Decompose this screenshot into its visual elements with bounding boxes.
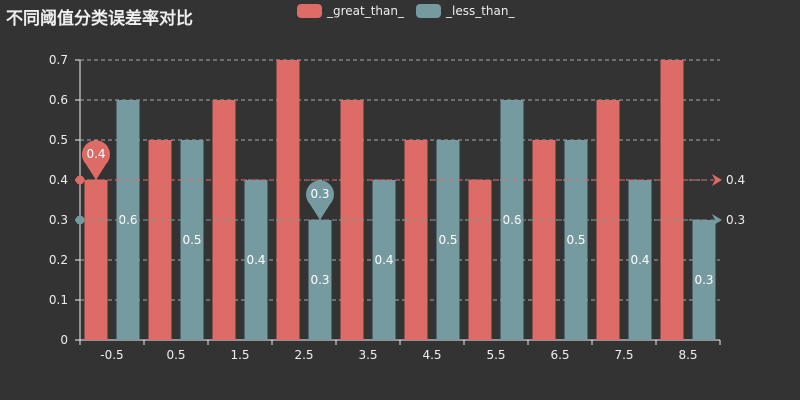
x-tick-label: 4.5 xyxy=(422,348,441,362)
mark-point-pin xyxy=(306,180,334,220)
mark-line-start-dot xyxy=(75,175,85,185)
mark-line-start-dot xyxy=(75,215,85,225)
x-tick-label: 1.5 xyxy=(230,348,249,362)
bar-value-label: 0.3 xyxy=(694,273,713,287)
bar-less-than xyxy=(308,220,332,340)
x-tick-label: 0.5 xyxy=(166,348,185,362)
mark-line-arrow xyxy=(712,214,722,226)
y-tick-label: 0 xyxy=(60,333,68,347)
bar-value-label: 0.5 xyxy=(566,233,585,247)
legend-swatch-less-than xyxy=(416,4,441,18)
bar-great-than xyxy=(596,100,620,340)
x-tick-label: 5.5 xyxy=(486,348,505,362)
y-tick-label: 0.1 xyxy=(49,293,68,307)
bar-less-than xyxy=(116,100,140,340)
y-tick-label: 0.7 xyxy=(49,53,68,67)
mark-line-label: 0.4 xyxy=(726,173,745,187)
mark-line-label: 0.3 xyxy=(726,213,745,227)
mark-point-label: 0.3 xyxy=(310,187,329,201)
legend-label-less-than: _less_than_ xyxy=(446,4,515,18)
bar-value-label: 0.3 xyxy=(310,273,329,287)
bar-great-than xyxy=(532,140,556,340)
bar-less-than xyxy=(180,140,204,340)
bar-value-label: 0.4 xyxy=(630,253,649,267)
bar-less-than xyxy=(372,180,396,340)
legend-item-less-than[interactable]: _less_than_ xyxy=(416,4,515,18)
bar-great-than xyxy=(276,60,300,340)
legend-label-great-than: _great_than_ xyxy=(327,4,404,18)
bar-less-than xyxy=(692,220,716,340)
bar-great-than xyxy=(212,100,236,340)
y-tick-label: 0.2 xyxy=(49,253,68,267)
bar-great-than xyxy=(660,60,684,340)
x-tick-label: 8.5 xyxy=(678,348,697,362)
mark-point-label: 0.4 xyxy=(86,147,105,161)
mark-point-pin xyxy=(82,140,110,180)
bar-great-than xyxy=(84,180,108,340)
bar-value-label: 0.4 xyxy=(374,253,393,267)
bar-less-than xyxy=(628,180,652,340)
bar-less-than xyxy=(564,140,588,340)
bar-value-label: 0.5 xyxy=(438,233,457,247)
bar-less-than xyxy=(436,140,460,340)
bar-great-than xyxy=(468,180,492,340)
bar-value-label: 0.6 xyxy=(118,213,137,227)
y-tick-label: 0.3 xyxy=(49,213,68,227)
mark-line-arrow xyxy=(712,174,722,186)
legend-item-great-than[interactable]: _great_than_ xyxy=(297,4,404,18)
bar-less-than xyxy=(244,180,268,340)
bar-value-label: 0.6 xyxy=(502,213,521,227)
y-tick-label: 0.4 xyxy=(49,173,68,187)
y-tick-label: 0.5 xyxy=(49,133,68,147)
x-tick-label: 6.5 xyxy=(550,348,569,362)
bar-great-than xyxy=(340,100,364,340)
legend: _great_than_ _less_than_ xyxy=(297,4,515,18)
x-tick-label: -0.5 xyxy=(100,348,123,362)
x-tick-label: 7.5 xyxy=(614,348,633,362)
bar-value-label: 0.4 xyxy=(246,253,265,267)
legend-swatch-great-than xyxy=(297,4,322,18)
bar-great-than xyxy=(404,140,428,340)
chart-title: 不同阈值分类误差率对比 xyxy=(6,9,193,29)
bar-value-label: 0.5 xyxy=(182,233,201,247)
x-tick-label: 3.5 xyxy=(358,348,377,362)
bar-great-than xyxy=(148,140,172,340)
bar-less-than xyxy=(500,100,524,340)
y-tick-label: 0.6 xyxy=(49,93,68,107)
x-tick-label: 2.5 xyxy=(294,348,313,362)
